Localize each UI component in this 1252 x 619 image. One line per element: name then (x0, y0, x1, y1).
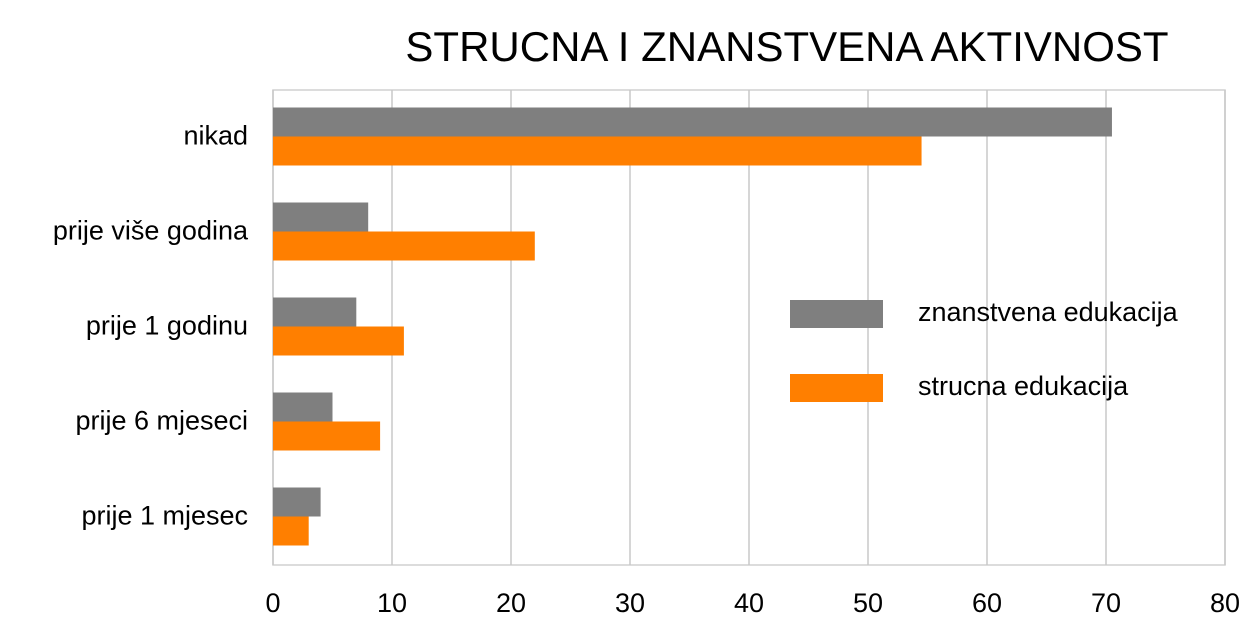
y-tick-label: prije 1 mjesec (81, 501, 248, 531)
bar (273, 326, 404, 356)
legend-swatch (790, 374, 883, 402)
y-tick-label: prije 1 godinu (86, 311, 248, 341)
y-tick-label: prije 6 mjeseci (75, 406, 248, 436)
x-tick-label: 50 (853, 588, 883, 618)
bar (273, 202, 369, 232)
x-tick-label: 20 (496, 588, 526, 618)
x-tick-label: 30 (615, 588, 645, 618)
x-tick-label: 60 (972, 588, 1002, 618)
bar (273, 516, 309, 546)
bar (273, 487, 321, 517)
bar (273, 421, 381, 451)
legend-swatch (790, 300, 883, 328)
bar (273, 297, 357, 327)
y-tick-label: prije više godina (53, 216, 249, 246)
x-tick-label: 40 (734, 588, 764, 618)
legend-label: znanstvena edukacija (918, 297, 1179, 327)
y-tick-label: nikad (183, 121, 248, 151)
x-tick-label: 70 (1091, 588, 1121, 618)
chart-title: STRUCNA I ZNANSTVENA AKTIVNOST (405, 23, 1168, 70)
legend-label: strucna edukacija (918, 371, 1129, 401)
bar (273, 231, 535, 261)
x-tick-label: 0 (265, 588, 280, 618)
bar (273, 136, 922, 166)
x-tick-label: 80 (1210, 588, 1240, 618)
x-tick-label: 10 (377, 588, 407, 618)
bar (273, 392, 333, 422)
bar (273, 107, 1112, 137)
